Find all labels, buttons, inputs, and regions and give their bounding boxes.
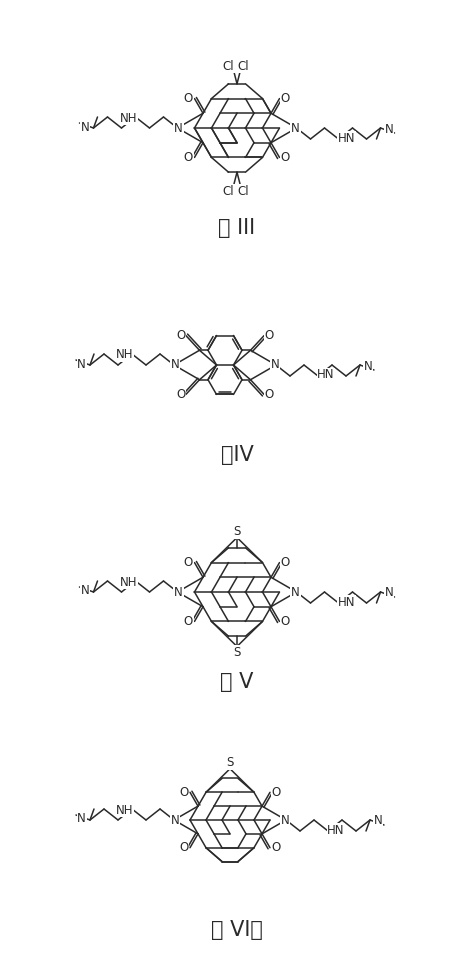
Text: O: O (281, 556, 290, 569)
Text: N: N (384, 586, 393, 600)
Text: Cl: Cl (237, 185, 249, 198)
Text: O: O (281, 615, 290, 628)
Text: O: O (176, 388, 185, 401)
Text: HN: HN (327, 824, 345, 836)
Text: N: N (81, 120, 90, 134)
Text: 式IV: 式IV (220, 445, 254, 465)
Text: O: O (184, 615, 193, 628)
Text: N: N (291, 585, 300, 599)
Text: NH: NH (116, 803, 134, 817)
Text: S: S (233, 525, 241, 538)
Text: O: O (281, 151, 290, 164)
Text: N: N (77, 812, 86, 826)
Text: NH: NH (116, 349, 134, 361)
Text: NH: NH (120, 111, 137, 124)
Text: S: S (233, 646, 241, 659)
Text: N: N (384, 122, 393, 136)
Text: O: O (184, 556, 193, 569)
Text: Cl: Cl (237, 60, 249, 73)
Text: Cl: Cl (222, 185, 234, 198)
Text: 式 V: 式 V (220, 672, 254, 692)
Text: O: O (264, 329, 273, 342)
Text: O: O (272, 841, 281, 855)
Text: Cl: Cl (222, 60, 234, 73)
Text: N: N (171, 814, 179, 827)
Text: N: N (174, 121, 183, 135)
Text: O: O (179, 841, 189, 855)
Text: N: N (77, 358, 86, 370)
Text: S: S (226, 756, 234, 769)
Text: N: N (171, 359, 179, 371)
Text: N: N (281, 814, 289, 827)
Text: NH: NH (120, 576, 137, 588)
Text: N: N (374, 815, 383, 828)
Text: HN: HN (317, 368, 335, 382)
Text: 式 III: 式 III (219, 218, 255, 238)
Text: O: O (264, 388, 273, 401)
Text: HN: HN (338, 132, 355, 144)
Text: N: N (291, 121, 300, 135)
Text: HN: HN (338, 596, 355, 609)
Text: O: O (179, 786, 189, 798)
Text: N: N (174, 585, 183, 599)
Text: N: N (271, 359, 279, 371)
Text: O: O (281, 92, 290, 105)
Text: 式 VI。: 式 VI。 (211, 920, 263, 940)
Text: N: N (81, 584, 90, 598)
Text: O: O (272, 786, 281, 798)
Text: O: O (184, 151, 193, 164)
Text: O: O (176, 329, 185, 342)
Text: O: O (184, 92, 193, 105)
Text: N: N (364, 359, 373, 372)
